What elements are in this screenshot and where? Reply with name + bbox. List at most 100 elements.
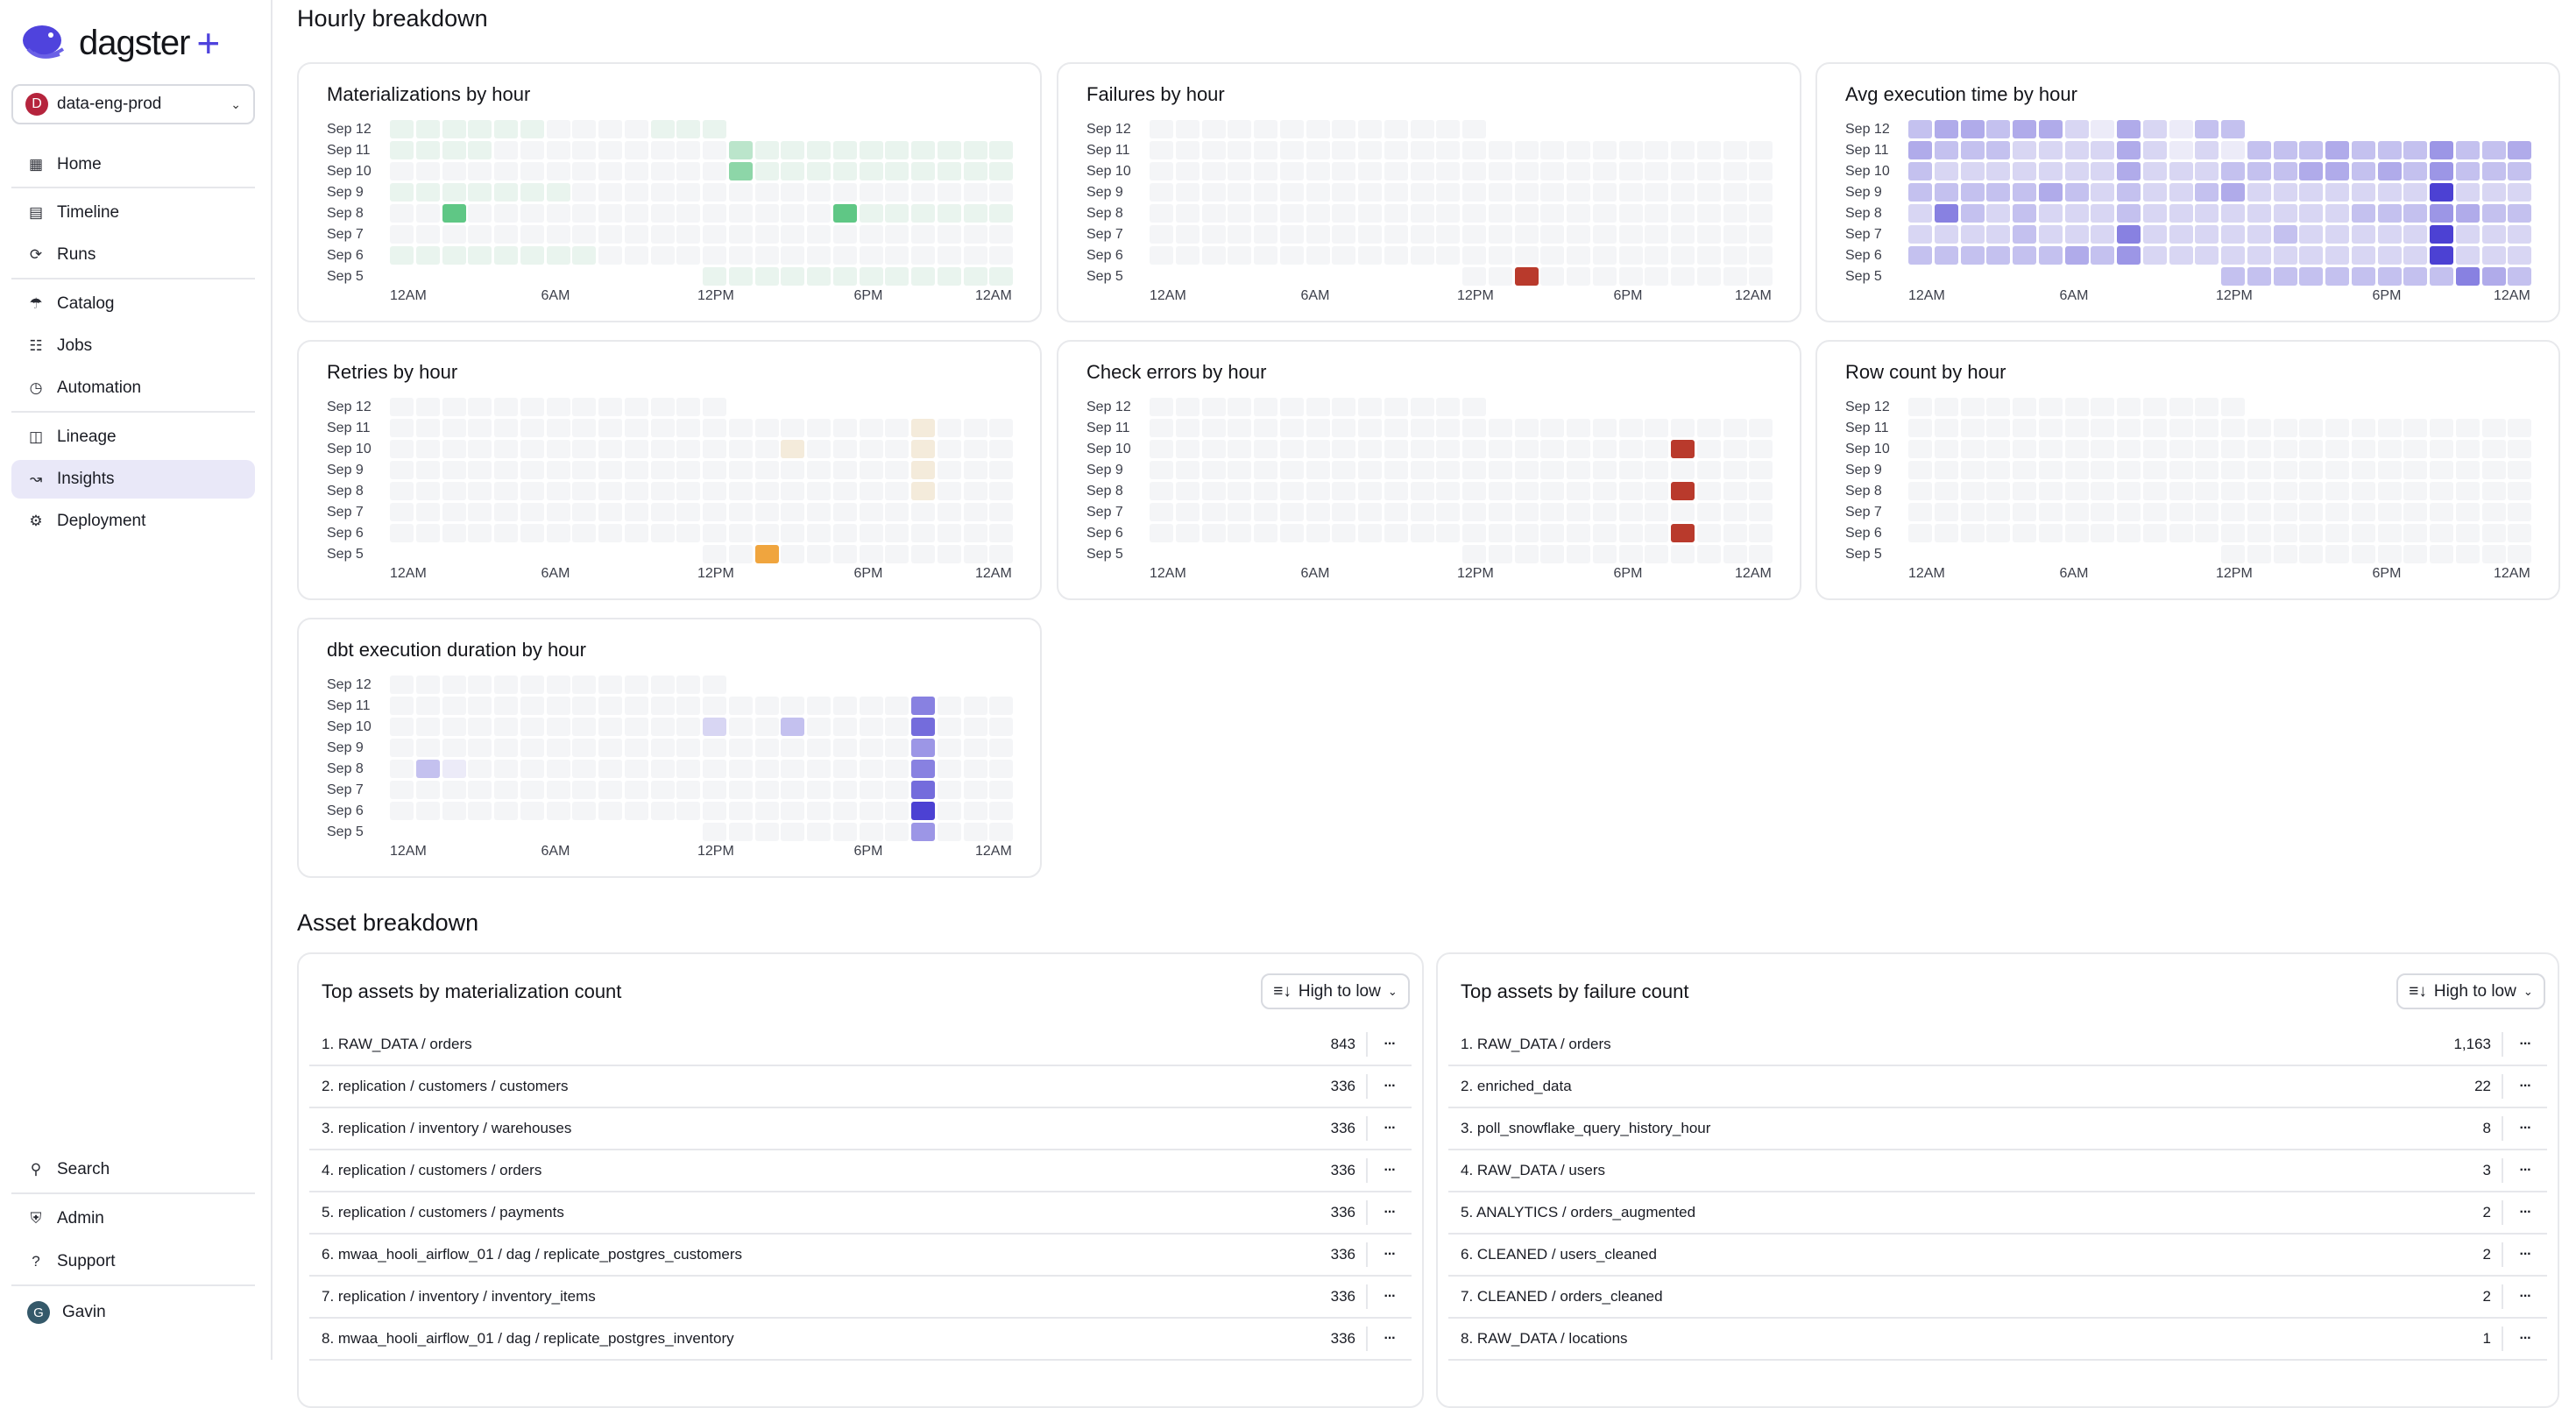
heatmap-cell[interactable]: [2091, 524, 2115, 542]
heatmap-cell[interactable]: [1567, 267, 1590, 286]
heatmap-cell[interactable]: [1410, 204, 1434, 223]
heatmap-cell[interactable]: [2377, 503, 2402, 521]
heatmap-cell[interactable]: [832, 760, 857, 778]
heatmap-cell[interactable]: [911, 739, 935, 757]
heatmap-cell[interactable]: [754, 267, 779, 286]
heatmap-cell[interactable]: [1384, 524, 1408, 542]
heatmap-cell[interactable]: [1986, 398, 2011, 416]
heatmap-cell[interactable]: [1306, 246, 1330, 265]
heatmap-cell[interactable]: [2403, 524, 2428, 542]
heatmap-cell[interactable]: [1488, 419, 1512, 437]
heatmap-cell[interactable]: [1514, 524, 1539, 542]
heatmap-cell[interactable]: [442, 461, 466, 479]
heatmap-cell[interactable]: [1436, 482, 1461, 500]
heatmap-cell[interactable]: [885, 267, 909, 286]
heatmap-cell[interactable]: [468, 503, 492, 521]
heatmap-cell[interactable]: [2142, 503, 2167, 521]
heatmap-cell[interactable]: [415, 440, 440, 458]
heatmap-cell[interactable]: [442, 120, 466, 138]
heatmap-cell[interactable]: [624, 204, 648, 223]
heatmap-cell[interactable]: [728, 760, 753, 778]
heatmap-cell[interactable]: [2325, 545, 2349, 563]
heatmap-cell[interactable]: [546, 398, 570, 416]
heatmap-cell[interactable]: [2064, 482, 2089, 500]
asset-name[interactable]: 5. ANALYTICS / orders_augmented: [1461, 1204, 1696, 1221]
heatmap-cell[interactable]: [442, 183, 466, 202]
heatmap-cell[interactable]: [1306, 419, 1330, 437]
heatmap-cell[interactable]: [1279, 461, 1304, 479]
heatmap-cell[interactable]: [1671, 440, 1695, 458]
heatmap-cell[interactable]: [676, 419, 701, 437]
heatmap-cell[interactable]: [1358, 524, 1382, 542]
heatmap-cell[interactable]: [2430, 162, 2453, 180]
heatmap-cell[interactable]: [807, 141, 831, 159]
heatmap-cell[interactable]: [2038, 204, 2063, 223]
heatmap-cell[interactable]: [1960, 225, 1985, 244]
more-options-icon[interactable]: ···: [1384, 1121, 1397, 1136]
heatmap-cell[interactable]: [494, 739, 518, 757]
heatmap-cell[interactable]: [963, 204, 987, 223]
heatmap-cell[interactable]: [1358, 120, 1382, 138]
heatmap-cell[interactable]: [650, 246, 675, 265]
heatmap-cell[interactable]: [937, 697, 961, 715]
heatmap-cell[interactable]: [937, 718, 961, 736]
heatmap-cell[interactable]: [781, 781, 805, 799]
heatmap-cell[interactable]: [442, 524, 466, 542]
heatmap-cell[interactable]: [2481, 419, 2506, 437]
heatmap-cell[interactable]: [2064, 440, 2089, 458]
heatmap-cell[interactable]: [415, 802, 440, 820]
heatmap-cell[interactable]: [2430, 141, 2453, 159]
heatmap-cell[interactable]: [1306, 461, 1330, 479]
heatmap-cell[interactable]: [572, 183, 597, 202]
heatmap-cell[interactable]: [468, 676, 492, 694]
heatmap-cell[interactable]: [2403, 503, 2428, 521]
heatmap-cell[interactable]: [624, 120, 648, 138]
heatmap-cell[interactable]: [598, 120, 622, 138]
heatmap-cell[interactable]: [1254, 141, 1277, 159]
heatmap-cell[interactable]: [2430, 183, 2453, 202]
heatmap-cell[interactable]: [832, 482, 857, 500]
heatmap-cell[interactable]: [2117, 398, 2141, 416]
heatmap-cell[interactable]: [1540, 461, 1565, 479]
heatmap-cell[interactable]: [2403, 440, 2428, 458]
heatmap-cell[interactable]: [963, 482, 987, 500]
heatmap-cell[interactable]: [807, 162, 831, 180]
heatmap-cell[interactable]: [1618, 503, 1643, 521]
heatmap-cell[interactable]: [1696, 545, 1721, 563]
heatmap-cell[interactable]: [1749, 482, 1773, 500]
heatmap-cell[interactable]: [546, 141, 570, 159]
heatmap-cell[interactable]: [703, 183, 726, 202]
heatmap-cell[interactable]: [415, 697, 440, 715]
heatmap-cell[interactable]: [1332, 204, 1356, 223]
heatmap-cell[interactable]: [1384, 162, 1408, 180]
heatmap-cell[interactable]: [2377, 461, 2402, 479]
heatmap-cell[interactable]: [2247, 183, 2271, 202]
heatmap-cell[interactable]: [1410, 162, 1434, 180]
heatmap-cell[interactable]: [2117, 461, 2141, 479]
heatmap-cell[interactable]: [1908, 204, 1932, 223]
heatmap-cell[interactable]: [1934, 183, 1958, 202]
heatmap-cell[interactable]: [2481, 440, 2506, 458]
heatmap-cell[interactable]: [728, 246, 753, 265]
heatmap-cell[interactable]: [2117, 419, 2141, 437]
heatmap-cell[interactable]: [2377, 419, 2402, 437]
heatmap-cell[interactable]: [1645, 440, 1669, 458]
heatmap-cell[interactable]: [2169, 225, 2193, 244]
heatmap-cell[interactable]: [2038, 225, 2063, 244]
heatmap-cell[interactable]: [2142, 120, 2167, 138]
heatmap-cell[interactable]: [1671, 246, 1695, 265]
heatmap-cell[interactable]: [728, 225, 753, 244]
table-row[interactable]: 7. CLEANED / orders_cleaned 2 ···: [1448, 1277, 2547, 1319]
more-options-icon[interactable]: ···: [2519, 1037, 2532, 1051]
heatmap-cell[interactable]: [781, 760, 805, 778]
heatmap-cell[interactable]: [754, 697, 779, 715]
heatmap-cell[interactable]: [1696, 482, 1721, 500]
heatmap-cell[interactable]: [859, 246, 883, 265]
heatmap-cell[interactable]: [1592, 183, 1617, 202]
heatmap-cell[interactable]: [807, 524, 831, 542]
heatmap-cell[interactable]: [2169, 141, 2193, 159]
table-row[interactable]: 6. mwaa_hooli_airflow_01 / dag / replica…: [309, 1235, 1412, 1277]
table-row[interactable]: 1. RAW_DATA / orders 1,163 ···: [1448, 1024, 2547, 1066]
heatmap-cell[interactable]: [1228, 204, 1252, 223]
heatmap-cell[interactable]: [520, 697, 544, 715]
